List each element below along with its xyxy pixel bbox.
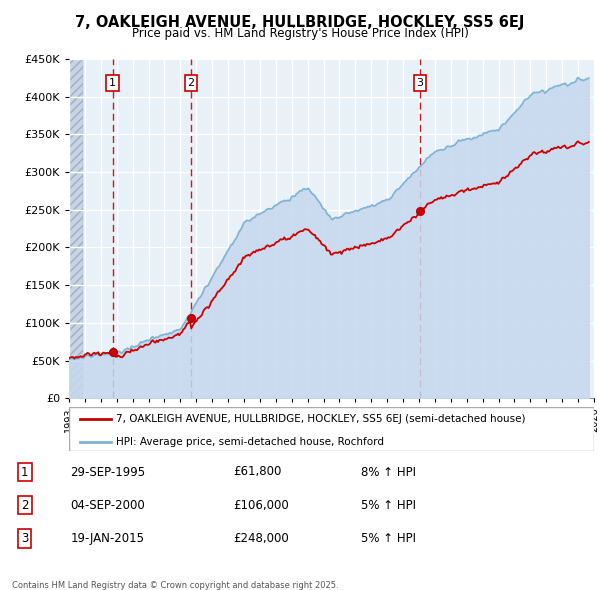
Text: 7, OAKLEIGH AVENUE, HULLBRIDGE, HOCKLEY, SS5 6EJ (semi-detached house): 7, OAKLEIGH AVENUE, HULLBRIDGE, HOCKLEY,… (116, 415, 526, 424)
Text: 1: 1 (109, 78, 116, 88)
Text: HPI: Average price, semi-detached house, Rochford: HPI: Average price, semi-detached house,… (116, 437, 384, 447)
Bar (69, 59, 83, 398)
Text: 1: 1 (21, 466, 29, 478)
Text: 3: 3 (416, 78, 423, 88)
Text: 5% ↑ HPI: 5% ↑ HPI (361, 499, 416, 512)
FancyBboxPatch shape (69, 407, 594, 451)
Text: 3: 3 (21, 532, 28, 545)
Text: 8% ↑ HPI: 8% ↑ HPI (361, 466, 416, 478)
Text: Contains HM Land Registry data © Crown copyright and database right 2025.
This d: Contains HM Land Registry data © Crown c… (12, 581, 338, 590)
Text: £248,000: £248,000 (233, 532, 289, 545)
Text: 19-JAN-2015: 19-JAN-2015 (70, 532, 144, 545)
Text: £106,000: £106,000 (233, 499, 289, 512)
Text: 5% ↑ HPI: 5% ↑ HPI (361, 532, 416, 545)
Text: 29-SEP-1995: 29-SEP-1995 (70, 466, 145, 478)
Text: 7, OAKLEIGH AVENUE, HULLBRIDGE, HOCKLEY, SS5 6EJ: 7, OAKLEIGH AVENUE, HULLBRIDGE, HOCKLEY,… (76, 15, 524, 30)
Text: 2: 2 (187, 78, 194, 88)
Text: Price paid vs. HM Land Registry's House Price Index (HPI): Price paid vs. HM Land Registry's House … (131, 27, 469, 40)
Text: 04-SEP-2000: 04-SEP-2000 (70, 499, 145, 512)
Text: £61,800: £61,800 (233, 466, 281, 478)
Text: 2: 2 (21, 499, 29, 512)
